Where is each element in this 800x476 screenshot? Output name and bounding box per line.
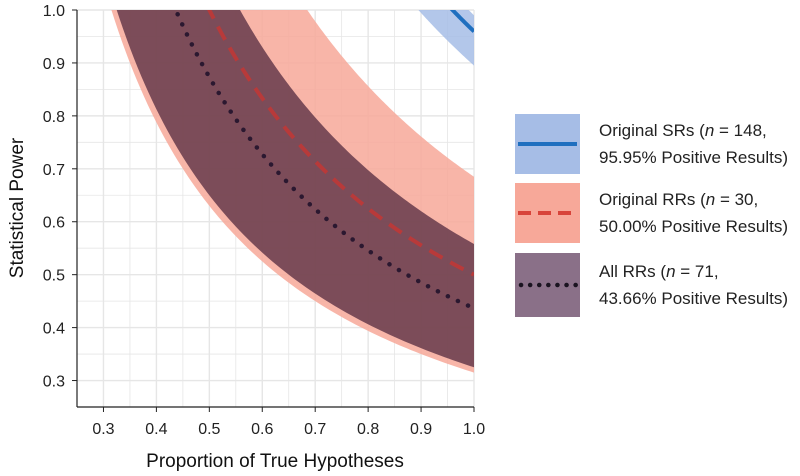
legend-label-original-rrs-line2: 50.00% Positive Results) [599,217,788,236]
legend-item-original-rrs: Original RRs (n = 30, 50.00% Positive Re… [515,183,788,243]
series-lines [173,10,474,311]
x-tick-label: 0.6 [251,421,273,438]
x-tick-label: 0.5 [198,421,220,438]
legend-item-all-rrs: All RRs (n = 71, 43.66% Positive Results… [515,253,788,317]
x-tick-label: 0.3 [92,421,114,438]
legend: Original SRs (n = 148, 95.95% Positive R… [515,114,788,317]
line-all-rrs [173,10,474,311]
line-original-rrs [207,10,474,277]
x-tick-label: 0.4 [145,421,167,438]
line-original-srs [449,10,474,33]
y-axis-title: Statistical Power [7,137,28,278]
y-tick-label: 0.6 [43,215,65,232]
legend-label-original-srs: Original SRs (n = 148, [599,121,767,140]
x-axis-title: Proportion of True Hypotheses [146,451,404,472]
x-tick-label: 0.7 [304,421,326,438]
y-tick-label: 0.3 [43,374,65,391]
y-tick-label: 0.9 [43,56,65,73]
y-tick-label: 0.5 [43,268,65,285]
band-original-srs [418,10,474,66]
y-tick-label: 0.4 [43,321,65,338]
legend-label-original-rrs: Original RRs (n = 30, [599,190,758,209]
legend-label-all-rrs-line2: 43.66% Positive Results) [599,289,788,308]
legend-label-all-rrs: All RRs (n = 71, [599,262,719,281]
ticks: 0.3 0.4 0.5 0.6 0.7 0.8 0.9 1.0 0.3 0.4 0.5 0.6 0.7 0… [43,3,485,438]
x-tick-label: 0.8 [357,421,379,438]
x-tick-label: 0.9 [410,421,432,438]
legend-label-original-srs-line2: 95.95% Positive Results) [599,148,788,167]
axes [76,10,474,408]
x-tick-label: 1.0 [463,421,485,438]
y-tick-label: 0.7 [43,162,65,179]
legend-item-original-srs: Original SRs (n = 148, 95.95% Positive R… [515,114,788,174]
y-tick-label: 0.8 [43,109,65,126]
y-tick-label: 1.0 [43,3,65,20]
